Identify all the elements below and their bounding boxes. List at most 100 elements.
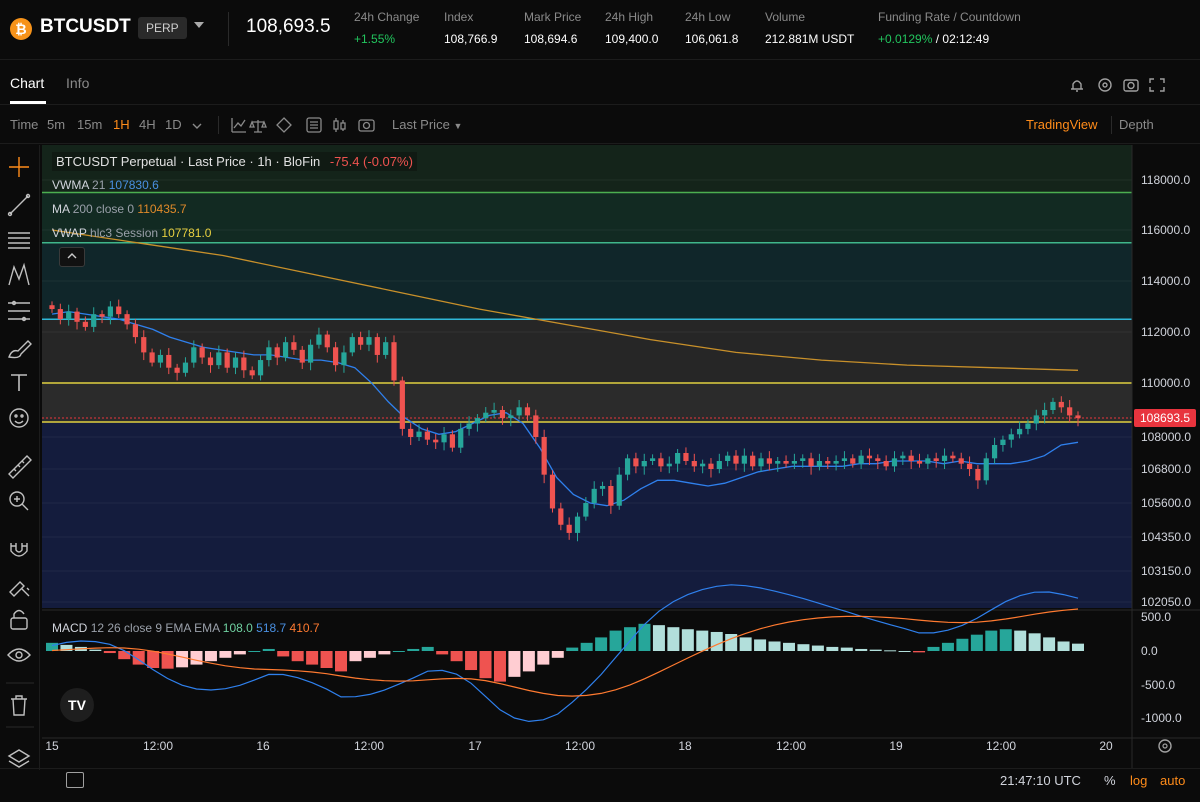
log-scale-toggle[interactable]: log xyxy=(1130,773,1148,788)
eye-icon[interactable] xyxy=(7,648,31,662)
candle-body xyxy=(399,380,405,429)
candle-body xyxy=(466,423,472,429)
ruler-icon[interactable] xyxy=(8,455,32,479)
candle-body xyxy=(274,347,280,358)
alert-bell-icon[interactable] xyxy=(1071,80,1083,92)
stat-volume: Volume 212.881M USDT xyxy=(765,10,854,46)
horizontal-lines-icon[interactable] xyxy=(8,232,30,249)
crosshair-icon[interactable] xyxy=(9,157,29,177)
symbol-selector[interactable]: BTCUSDT xyxy=(40,16,131,37)
chart-grid xyxy=(42,179,1132,603)
macd-histogram-bar xyxy=(941,642,954,651)
auto-scale-toggle[interactable]: auto xyxy=(1160,773,1186,788)
macd-histogram-bar xyxy=(913,651,926,653)
candle-body xyxy=(983,458,989,481)
macd-histogram-bar xyxy=(855,648,868,651)
candle-body xyxy=(683,453,689,461)
screenshot-camera-icon[interactable] xyxy=(358,119,375,132)
candle-body xyxy=(1058,401,1064,408)
tradingview-view-toggle[interactable]: TradingView xyxy=(1026,117,1098,132)
layers-icon[interactable] xyxy=(7,749,31,768)
macd-histogram-bar xyxy=(537,651,550,665)
chevron-down-icon[interactable] xyxy=(194,22,204,28)
price-axis-label: 105600.0 xyxy=(1141,496,1191,510)
candle-body xyxy=(433,439,439,443)
legend-macd[interactable]: MACD 12 26 close 9 EMA EMA 108.0 518.7 4… xyxy=(52,621,320,635)
macd-histogram-bar xyxy=(754,639,767,651)
candle-body xyxy=(191,347,197,363)
pattern-tool-icon[interactable] xyxy=(8,262,30,286)
lock-drawing-icon[interactable] xyxy=(9,581,30,597)
ticker-header: ₿ BTCUSDT PERP 108,693.5 24h Change +1.5… xyxy=(0,0,1200,60)
tab-chart[interactable]: Chart xyxy=(10,75,45,91)
emoji-icon[interactable] xyxy=(9,408,29,428)
price-type-selector[interactable]: Last Price ▼ xyxy=(392,117,462,132)
candle-body xyxy=(1042,410,1048,416)
fib-tool-icon[interactable] xyxy=(8,300,30,322)
contract-type-badge: PERP xyxy=(138,17,187,39)
zoom-in-icon[interactable] xyxy=(9,491,29,511)
candle-body xyxy=(391,342,397,381)
chart-legend-title: BTCUSDT Perpetual · Last Price · 1h · Bl… xyxy=(52,152,417,171)
legend-change: -75.4 (-0.07%) xyxy=(329,154,413,169)
legend-vwap-label: VWAP xyxy=(52,226,87,240)
candle-body xyxy=(691,461,697,467)
utc-clock[interactable]: 21:47:10 UTC xyxy=(1000,773,1081,788)
interval-15m[interactable]: 15m xyxy=(77,117,103,132)
calendar-icon[interactable] xyxy=(66,772,84,788)
axis-settings-icon[interactable] xyxy=(1158,739,1172,753)
stat-funding-rate: Funding Rate / Countdown +0.0129% / 02:1… xyxy=(878,10,1021,46)
macd-histogram-bar xyxy=(985,630,998,651)
candle-body xyxy=(458,428,464,448)
legend-ma200[interactable]: MA 200 close 0 110435.7 xyxy=(52,202,187,216)
drawing-tool-icons xyxy=(6,157,34,768)
candle-body xyxy=(266,347,272,361)
tab-info[interactable]: Info xyxy=(66,75,90,91)
legend-vwap-value: 107781.0 xyxy=(161,226,212,240)
trend-line-icon[interactable] xyxy=(7,193,31,217)
trash-icon[interactable] xyxy=(11,695,27,716)
camera-icon[interactable] xyxy=(1123,79,1139,92)
tradingview-logo[interactable]: TV xyxy=(60,688,94,722)
tab-active-indicator xyxy=(10,101,46,104)
macd-pane xyxy=(42,584,1200,723)
interval-1d[interactable]: 1D xyxy=(165,117,182,132)
compare-icon[interactable] xyxy=(249,120,267,133)
legend-vwap[interactable]: VWAP hlc3 Session 107781.0 xyxy=(52,226,211,240)
interval-5m[interactable]: 5m xyxy=(47,117,66,132)
time-axis-label: 17 xyxy=(468,739,482,753)
candle-body xyxy=(566,524,572,533)
fullscreen-icon[interactable] xyxy=(1149,78,1165,92)
percent-scale-toggle[interactable]: % xyxy=(1104,773,1116,788)
candle-body xyxy=(649,458,656,461)
text-tool-icon[interactable] xyxy=(11,374,27,391)
depth-view-toggle[interactable]: Depth xyxy=(1119,117,1154,132)
lock-icon[interactable] xyxy=(10,609,28,630)
interval-dropdown-icon[interactable] xyxy=(192,122,202,130)
time-label: Time xyxy=(10,117,39,132)
time-axis-label: 16 xyxy=(256,739,270,753)
templates-icon[interactable] xyxy=(276,117,292,133)
price-axis-label: 112000.0 xyxy=(1141,325,1190,339)
macd-histogram-bar xyxy=(291,651,304,662)
legend-macd-line: 518.7 xyxy=(256,621,287,635)
object-tree-icon[interactable] xyxy=(306,117,322,133)
time-axis-label: 12:00 xyxy=(354,739,384,753)
legend-vwma[interactable]: VWMA 21 107830.6 xyxy=(52,178,159,192)
macd-histogram-bar xyxy=(927,646,940,651)
magnet-icon[interactable] xyxy=(10,543,28,557)
candle-body xyxy=(599,486,606,489)
candle-body xyxy=(658,458,664,467)
settings-gear-icon[interactable] xyxy=(1098,78,1112,92)
chart-type-candles-icon[interactable] xyxy=(333,118,346,132)
collapse-legend-button[interactable] xyxy=(59,247,85,267)
price-axis-label: 110000.0 xyxy=(1141,376,1190,390)
interval-1h[interactable]: 1H xyxy=(113,117,130,132)
candle-body xyxy=(733,455,739,464)
macd-histogram-bar xyxy=(363,651,376,658)
brush-icon[interactable] xyxy=(8,340,32,359)
candle-body xyxy=(624,458,631,475)
macd-histogram-bar xyxy=(710,631,723,651)
indicators-icon[interactable] xyxy=(231,118,246,133)
interval-4h[interactable]: 4H xyxy=(139,117,156,132)
